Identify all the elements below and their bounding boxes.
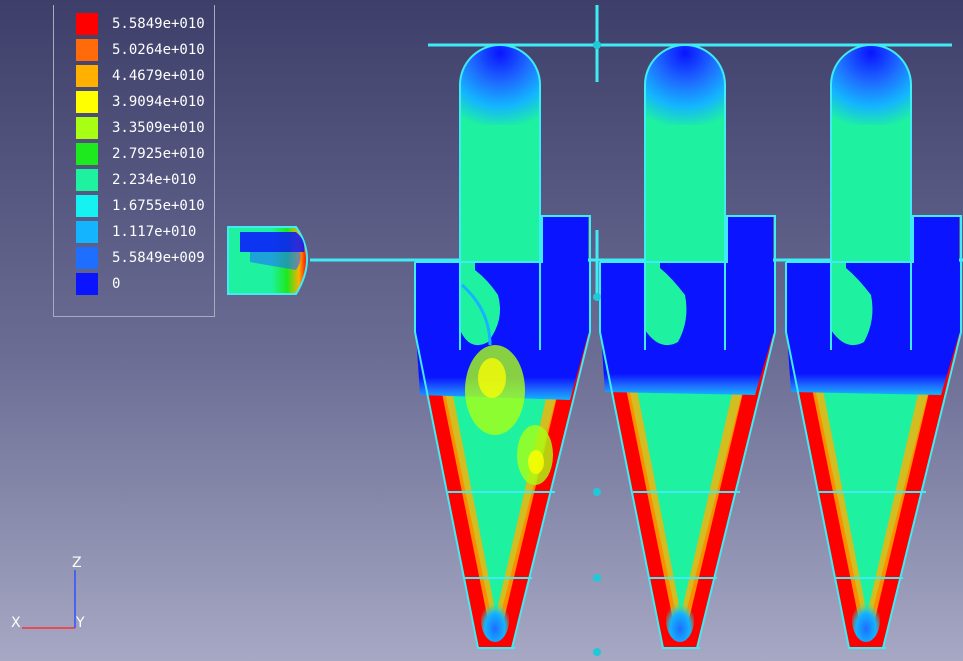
legend-swatch bbox=[76, 221, 98, 243]
legend-label: 3.9094e+010 bbox=[112, 94, 205, 110]
cyclone-3 bbox=[785, 44, 962, 649]
legend-entry: 2.7925e+010 bbox=[76, 142, 211, 166]
legend-entry: 5.5849e+010 bbox=[76, 12, 211, 36]
color-legend: 5.5849e+010 5.0264e+010 4.4679e+010 3.90… bbox=[53, 5, 215, 317]
legend-swatch bbox=[76, 143, 98, 165]
legend-label: 5.5849e+009 bbox=[112, 250, 205, 266]
probe-marker bbox=[593, 488, 601, 496]
cyclone-1 bbox=[414, 44, 591, 649]
legend-entry: 3.9094e+010 bbox=[76, 90, 211, 114]
probe-marker bbox=[593, 574, 601, 582]
legend-label: 3.3509e+010 bbox=[112, 120, 205, 136]
legend-swatch bbox=[76, 39, 98, 61]
axis-label-x: X bbox=[11, 615, 21, 631]
probe-marker bbox=[593, 648, 601, 656]
legend-swatch bbox=[76, 195, 98, 217]
legend-label: 4.4679e+010 bbox=[112, 68, 205, 84]
legend-swatch bbox=[76, 117, 98, 139]
legend-entry: 1.6755e+010 bbox=[76, 194, 211, 218]
legend-swatch bbox=[76, 169, 98, 191]
legend-swatch bbox=[76, 273, 98, 295]
legend-entry: 4.4679e+010 bbox=[76, 64, 211, 88]
cyclone-2 bbox=[599, 44, 776, 649]
legend-entry: 3.3509e+010 bbox=[76, 116, 211, 140]
inlet-duct bbox=[227, 226, 308, 295]
legend-entry: 5.5849e+009 bbox=[76, 246, 211, 270]
legend-label: 1.117e+010 bbox=[112, 224, 197, 240]
legend-swatch bbox=[76, 247, 98, 269]
axis-label-y: Y bbox=[76, 615, 85, 631]
legend-label: 2.7925e+010 bbox=[112, 146, 205, 162]
legend-label: 2.234e+010 bbox=[112, 172, 197, 188]
legend-label: 5.5849e+010 bbox=[112, 16, 205, 32]
legend-entry: 0 bbox=[76, 272, 211, 296]
legend-swatch bbox=[76, 65, 98, 87]
legend-entry: 2.234e+010 bbox=[76, 168, 211, 192]
legend-swatch bbox=[76, 13, 98, 35]
legend-entry: 1.117e+010 bbox=[76, 220, 211, 244]
axis-label-z: Z bbox=[72, 555, 82, 571]
legend-swatch bbox=[76, 91, 98, 113]
legend-label: 0 bbox=[112, 276, 121, 292]
legend-label: 5.0264e+010 bbox=[112, 42, 205, 58]
probe-marker bbox=[593, 293, 601, 301]
legend-label: 1.6755e+010 bbox=[112, 198, 205, 214]
junction-node bbox=[593, 41, 601, 49]
legend-entry: 5.0264e+010 bbox=[76, 38, 211, 62]
